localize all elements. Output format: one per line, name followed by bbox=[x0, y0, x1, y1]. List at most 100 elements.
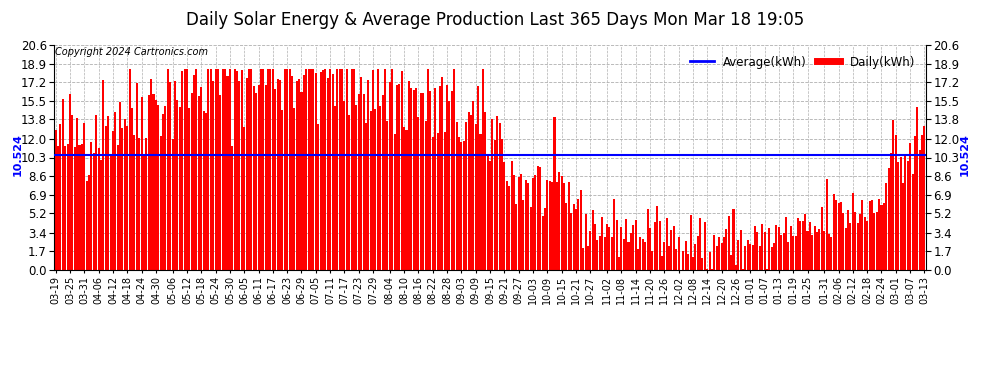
Bar bbox=[623, 239, 625, 270]
Bar bbox=[511, 161, 513, 270]
Bar bbox=[86, 181, 88, 270]
Bar bbox=[212, 81, 214, 270]
Bar bbox=[296, 81, 298, 270]
Bar bbox=[114, 112, 117, 270]
Bar bbox=[721, 243, 723, 270]
Bar bbox=[553, 117, 555, 270]
Bar bbox=[462, 141, 465, 270]
Bar bbox=[403, 127, 405, 270]
Bar bbox=[181, 71, 183, 270]
Bar bbox=[327, 78, 329, 270]
Bar bbox=[880, 205, 882, 270]
Bar bbox=[611, 237, 613, 270]
Bar bbox=[814, 226, 816, 270]
Bar bbox=[735, 265, 737, 270]
Bar bbox=[728, 216, 730, 270]
Bar bbox=[694, 244, 696, 270]
Bar bbox=[673, 226, 675, 270]
Bar bbox=[129, 69, 131, 270]
Bar bbox=[609, 227, 611, 270]
Bar bbox=[257, 85, 259, 270]
Text: Daily Solar Energy & Average Production Last 365 Days Mon Mar 18 19:05: Daily Solar Energy & Average Production … bbox=[186, 11, 804, 29]
Bar bbox=[391, 69, 393, 270]
Bar bbox=[210, 69, 212, 270]
Bar bbox=[587, 246, 589, 270]
Bar bbox=[131, 108, 133, 270]
Bar bbox=[408, 81, 410, 270]
Bar bbox=[685, 241, 687, 270]
Bar bbox=[54, 130, 56, 270]
Bar bbox=[555, 182, 558, 270]
Bar bbox=[558, 172, 560, 270]
Bar bbox=[455, 122, 457, 270]
Bar bbox=[313, 69, 315, 270]
Bar bbox=[551, 182, 553, 270]
Bar bbox=[499, 123, 501, 270]
Bar bbox=[826, 179, 828, 270]
Bar bbox=[146, 138, 148, 270]
Bar bbox=[824, 231, 826, 270]
Bar bbox=[427, 69, 429, 270]
Bar bbox=[413, 90, 415, 270]
Bar bbox=[649, 228, 651, 270]
Bar bbox=[269, 69, 271, 270]
Bar bbox=[420, 93, 422, 270]
Bar bbox=[508, 186, 510, 270]
Bar bbox=[274, 89, 276, 270]
Bar bbox=[236, 71, 238, 270]
Bar bbox=[139, 138, 141, 270]
Bar bbox=[716, 246, 718, 270]
Bar bbox=[756, 232, 758, 270]
Bar bbox=[501, 140, 503, 270]
Bar bbox=[241, 70, 243, 270]
Bar bbox=[775, 225, 777, 270]
Bar bbox=[239, 81, 241, 270]
Bar bbox=[465, 122, 467, 270]
Bar bbox=[348, 115, 350, 270]
Bar bbox=[250, 69, 252, 270]
Bar bbox=[425, 121, 427, 270]
Bar bbox=[248, 69, 250, 270]
Bar bbox=[523, 200, 525, 270]
Bar bbox=[682, 251, 684, 270]
Bar bbox=[740, 230, 742, 270]
Bar bbox=[298, 79, 300, 270]
Bar bbox=[868, 201, 870, 270]
Bar bbox=[90, 142, 92, 270]
Bar bbox=[692, 257, 694, 270]
Bar bbox=[386, 121, 388, 270]
Bar bbox=[377, 69, 379, 270]
Bar bbox=[689, 215, 692, 270]
Bar bbox=[770, 247, 773, 270]
Bar bbox=[804, 214, 806, 270]
Bar bbox=[506, 181, 508, 270]
Bar bbox=[64, 146, 66, 270]
Bar bbox=[575, 209, 577, 270]
Bar bbox=[406, 130, 408, 270]
Bar bbox=[540, 167, 542, 270]
Bar bbox=[761, 224, 763, 270]
Bar bbox=[207, 69, 210, 270]
Bar bbox=[768, 228, 770, 270]
Bar bbox=[362, 94, 364, 270]
Bar bbox=[646, 209, 648, 270]
Bar bbox=[276, 79, 278, 270]
Bar bbox=[159, 136, 161, 270]
Bar bbox=[799, 222, 801, 270]
Bar bbox=[418, 117, 420, 270]
Bar bbox=[890, 153, 892, 270]
Bar bbox=[594, 224, 596, 270]
Bar bbox=[350, 69, 352, 270]
Bar bbox=[317, 124, 319, 270]
Bar bbox=[849, 223, 851, 270]
Bar bbox=[222, 69, 224, 270]
Bar bbox=[337, 69, 339, 270]
Bar bbox=[162, 114, 164, 270]
Bar bbox=[565, 203, 567, 270]
Bar bbox=[544, 208, 545, 270]
Bar bbox=[191, 93, 193, 270]
Bar bbox=[81, 144, 83, 270]
Text: 10.524: 10.524 bbox=[13, 134, 23, 177]
Bar bbox=[628, 242, 630, 270]
Bar bbox=[369, 111, 371, 270]
